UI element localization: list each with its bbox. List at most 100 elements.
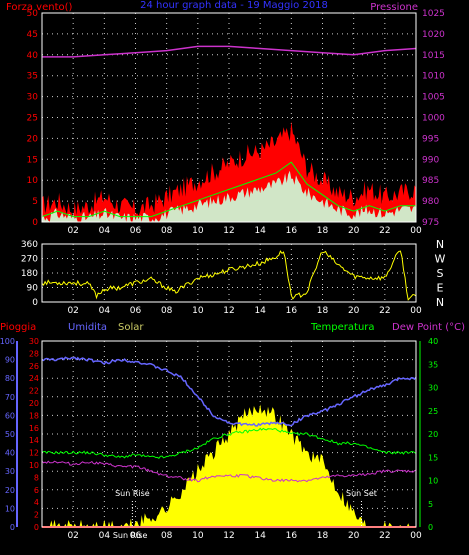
temperature-y-tick-label: 30 — [428, 384, 438, 393]
rain-y-tick-label: 28 — [29, 349, 39, 358]
wind-y-tick-label: 45 — [27, 30, 38, 40]
weather-x-tick-label: 18 — [317, 531, 329, 541]
compass-tick-label: N — [436, 238, 444, 251]
pressure-line — [42, 45, 417, 58]
rain-y-tick-label: 30 — [29, 337, 39, 346]
chart-title: 24 hour graph data - 19 Maggio 2018 — [140, 0, 328, 11]
weather-x-tick-label: 12 — [223, 531, 234, 541]
pressure-y-tick-label: 1025 — [422, 9, 445, 19]
wind-y-tick-label: 20 — [27, 134, 39, 144]
weather-x-tick-label: 16 — [286, 531, 298, 541]
humidity-y-tick-label: 90 — [5, 356, 15, 365]
weather-x-tick-label: 14 — [254, 531, 266, 541]
direction-x-tick-label: 06 — [130, 306, 142, 316]
pressure-y-tick-label: 1010 — [422, 72, 445, 82]
wind-y-tick-label: 50 — [27, 9, 39, 19]
rain-y-tick-label: 2 — [34, 511, 39, 520]
wind-x-tick-label: 06 — [130, 226, 142, 236]
direction-x-tick-label: 18 — [317, 306, 329, 316]
direction-x-tick-label: 14 — [254, 306, 266, 316]
direction-x-tick-label: 20 — [348, 306, 360, 316]
compass-tick-label: E — [437, 282, 444, 295]
pressure-y-tick-label: 1000 — [422, 114, 445, 124]
wind-y-tick-label: 30 — [27, 93, 39, 103]
direction-x-tick-label: 10 — [192, 306, 204, 316]
rain-y-tick-label: 24 — [29, 374, 39, 383]
direction-frame — [41, 243, 417, 303]
direction-y-tick-label: 180 — [21, 269, 38, 279]
humidity-y-tick-label: 0 — [10, 523, 15, 532]
wind-axis-label: Forza vento() — [6, 2, 73, 13]
temperature-line — [41, 427, 417, 459]
wind-y-tick-label: 35 — [27, 72, 38, 82]
direction-x-tick-label: 08 — [161, 306, 173, 316]
weather-frame — [41, 340, 417, 528]
sun-annotation: Sun Rise — [113, 531, 148, 540]
temperature-y-tick-label: 20 — [428, 430, 438, 439]
direction-x-tick-label: 04 — [99, 306, 111, 316]
wind-y-tick-label: 15 — [27, 155, 38, 165]
direction-y-tick-label: 90 — [27, 284, 39, 294]
wind-avg-area — [42, 170, 416, 222]
humidity-y-tick-label: 20 — [5, 486, 15, 495]
pressure-y-tick-label: 990 — [422, 155, 439, 165]
temperature-y-tick-label: 25 — [428, 407, 438, 416]
humidity-y-tick-label: 10 — [5, 504, 15, 513]
wind-x-tick-label: 18 — [317, 226, 329, 236]
rain-y-tick-label: 8 — [34, 473, 39, 482]
solar-label: Solar — [118, 322, 144, 333]
wind-y-tick-label: 5 — [32, 197, 38, 207]
wind-y-tick-label: 25 — [27, 114, 38, 124]
direction-x-tick-label: 22 — [379, 306, 390, 316]
compass-tick-label: W — [435, 253, 446, 266]
direction-x-tick-label: 02 — [67, 306, 78, 316]
solar-area — [42, 404, 416, 527]
rain-y-tick-label: 14 — [29, 436, 39, 445]
rain-y-tick-label: 22 — [29, 387, 39, 396]
rain-y-tick-label: 18 — [29, 411, 39, 420]
weather-x-tick-label: 20 — [348, 531, 360, 541]
wind-x-tick-label: 04 — [99, 226, 111, 236]
direction-x-tick-label: 16 — [286, 306, 298, 316]
rain-y-tick-label: 10 — [29, 461, 39, 470]
pressure-y-tick-label: 1005 — [422, 93, 445, 103]
humidity-y-tick-label: 100 — [0, 337, 15, 346]
pressure-y-tick-label: 975 — [422, 218, 439, 228]
pressure-y-tick-label: 1015 — [422, 51, 445, 61]
wind-frame — [41, 12, 417, 223]
temperature-y-tick-label: 10 — [428, 477, 438, 486]
humidity-y-tick-label: 70 — [5, 393, 15, 402]
temperature-y-tick-label: 35 — [428, 360, 438, 369]
pressure-y-tick-label: 1020 — [422, 30, 445, 40]
wind-direction-line — [41, 250, 417, 301]
wind-x-tick-label: 02 — [67, 226, 78, 236]
wind-x-tick-label: 20 — [348, 226, 360, 236]
wind-y-tick-label: 0 — [32, 218, 38, 228]
wind-x-tick-label: 16 — [286, 226, 298, 236]
rain-y-tick-label: 4 — [34, 498, 39, 507]
humidity-y-tick-label: 30 — [5, 467, 15, 476]
humidity-label: Umidita — [68, 322, 107, 333]
sun-annotation: Sun Rise — [115, 489, 150, 498]
humidity-line — [41, 356, 417, 427]
dewpoint-label: Dew Point (°C) — [392, 322, 465, 333]
direction-y-tick-label: 0 — [32, 298, 38, 308]
compass-tick-label: N — [436, 296, 444, 309]
temperature-y-tick-label: 5 — [428, 500, 433, 509]
temperature-y-tick-label: 40 — [428, 337, 438, 346]
direction-y-tick-label: 360 — [21, 240, 38, 250]
wind-gust-area — [42, 121, 416, 222]
humidity-y-tick-label: 80 — [5, 374, 15, 383]
rain-y-tick-label: 12 — [29, 449, 39, 458]
direction-y-tick-label: 270 — [21, 255, 38, 265]
humidity-y-tick-label: 60 — [5, 411, 15, 420]
wind-pressure-panel: 0510152025303540455097598098599099510001… — [27, 9, 446, 236]
wind-x-tick-label: 10 — [192, 226, 204, 236]
weather-x-tick-label: 08 — [161, 531, 173, 541]
pressure-y-tick-label: 980 — [422, 197, 439, 207]
rain-y-tick-label: 0 — [34, 523, 39, 532]
rain-y-tick-label: 20 — [29, 399, 39, 408]
wind-avg-line — [41, 161, 416, 218]
